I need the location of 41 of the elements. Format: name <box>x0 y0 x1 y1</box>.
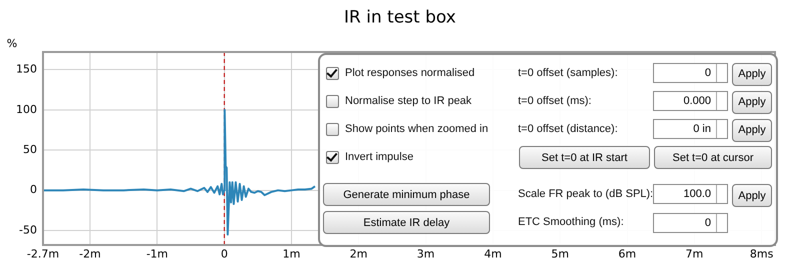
x-tick-label: 2m <box>350 247 368 260</box>
x-tick-label: 4m <box>484 247 502 260</box>
y-tick-label: 0 <box>30 183 37 196</box>
y-axis-title: % <box>6 36 18 50</box>
x-tick-label: -2m <box>79 247 101 260</box>
x-tick-label: 0 <box>220 247 228 260</box>
y-tick-label: -50 <box>19 223 37 236</box>
y-tick-label: 100 <box>16 102 37 116</box>
annotation: t=0 offset (distance): <box>518 122 618 136</box>
button: Generate minimum phase <box>323 183 490 206</box>
annotation: Show points when zoomed in <box>345 122 488 136</box>
annotation: Scale FR peak to (dB SPL): <box>518 187 654 201</box>
button: Apply <box>732 184 772 207</box>
x-tick-label: -1m <box>146 247 168 260</box>
annotation: Plot responses normalised <box>345 66 475 80</box>
annotation: t=0 offset (samples): <box>518 66 618 80</box>
number-field: 100.0 <box>653 184 728 204</box>
x-tick-label: 1m <box>282 247 300 260</box>
number-field: 0 <box>653 212 728 233</box>
x-tick-label: 6m <box>618 247 636 260</box>
number-field: 0 in <box>653 118 728 138</box>
x-tick-label: 7m <box>686 247 704 260</box>
button: Estimate IR delay <box>323 211 490 234</box>
button: Set t=0 at IR start <box>519 146 650 169</box>
button: Set t=0 at cursor <box>654 146 772 169</box>
x-tick-label: 5m <box>551 247 569 260</box>
button: Apply <box>732 90 772 114</box>
button: Apply <box>732 118 772 142</box>
y-tick-label: 150 <box>16 62 37 76</box>
annotation: Invert impulse <box>345 150 414 164</box>
chart-title: IR in test box <box>344 7 456 28</box>
annotation: t=0 offset (ms): <box>518 94 592 108</box>
button: Apply <box>732 62 772 86</box>
x-tick-label: 8ms <box>750 247 774 260</box>
x-tick-label: 3m <box>416 247 435 260</box>
number-field: 0.000 <box>653 90 728 111</box>
y-tick-label: 50 <box>23 142 37 156</box>
annotation: ETC Smoothing (ms): <box>518 215 624 229</box>
x-tick-label: -2.7m <box>26 247 60 260</box>
number-field: 0 <box>653 62 728 83</box>
annotation: Normalise step to IR peak <box>345 94 472 108</box>
